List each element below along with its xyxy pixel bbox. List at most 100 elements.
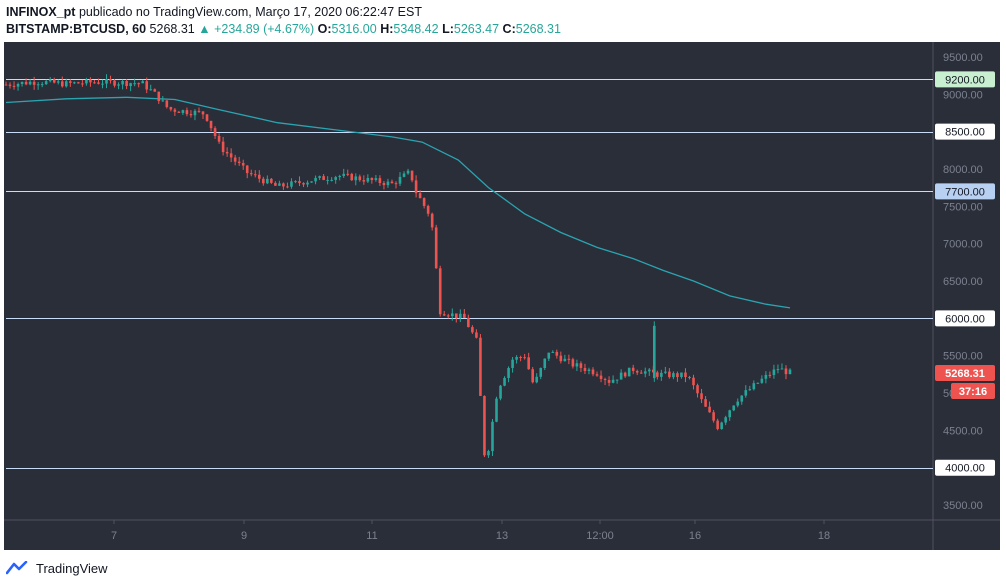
candle-body bbox=[450, 313, 454, 317]
candle-body bbox=[611, 379, 615, 383]
tradingview-logo-icon bbox=[6, 561, 28, 575]
candle-body bbox=[326, 179, 329, 181]
candle-body bbox=[362, 180, 366, 182]
time-tick-label: 13 bbox=[496, 530, 508, 542]
high-value: 5348.42 bbox=[393, 22, 439, 36]
candle-body bbox=[286, 186, 289, 188]
candle-body bbox=[692, 377, 695, 386]
candle-body bbox=[467, 317, 470, 328]
close-value: 5268.31 bbox=[515, 22, 561, 36]
candle-body bbox=[129, 83, 132, 87]
candle-body bbox=[278, 183, 281, 186]
candle-body bbox=[664, 371, 667, 373]
last-price-label: 5268.31 bbox=[945, 368, 985, 380]
candle-body bbox=[16, 83, 20, 87]
candle-body bbox=[704, 399, 707, 407]
candle-body bbox=[282, 183, 285, 187]
time-tick-label: 18 bbox=[818, 530, 830, 542]
candle-body bbox=[105, 79, 108, 84]
candle-body bbox=[117, 84, 120, 86]
candle-body bbox=[653, 325, 656, 379]
candle-body bbox=[217, 136, 221, 142]
level-label: 6000.00 bbox=[945, 313, 985, 325]
candle-body bbox=[519, 357, 522, 359]
candle-body bbox=[571, 359, 575, 367]
candle-body bbox=[732, 405, 736, 411]
candle-body bbox=[394, 183, 398, 185]
candle-body bbox=[438, 268, 442, 315]
candle-body bbox=[56, 81, 60, 83]
candle-body bbox=[619, 372, 623, 380]
candle-body bbox=[157, 91, 161, 102]
candle-body bbox=[69, 81, 72, 83]
candle-body bbox=[414, 180, 418, 194]
candle-body bbox=[495, 398, 498, 422]
publisher-line: INFINOX_pt publicado no TradingView.com,… bbox=[6, 4, 996, 21]
candle-body bbox=[776, 369, 780, 371]
candle-body bbox=[660, 372, 663, 377]
low-value: 5263.47 bbox=[453, 22, 500, 36]
candle-body bbox=[503, 377, 506, 386]
candle-body bbox=[322, 176, 325, 180]
candle-body bbox=[302, 183, 305, 185]
candle-body bbox=[334, 177, 337, 180]
candle-body bbox=[531, 369, 534, 383]
candle-body bbox=[121, 81, 124, 85]
price-tick-label: 9000.00 bbox=[943, 89, 983, 101]
footer: TradingView bbox=[6, 558, 108, 578]
candle-body bbox=[44, 81, 48, 85]
candle-body bbox=[595, 374, 599, 376]
tradingview-brand: TradingView bbox=[36, 560, 108, 576]
candle-body bbox=[93, 82, 96, 84]
candle-body bbox=[185, 110, 189, 115]
candle-body bbox=[213, 128, 217, 137]
price-chart[interactable]: 3500.004000.004500.005000.005500.006000.… bbox=[4, 42, 1000, 550]
candle-body bbox=[137, 83, 140, 85]
candle-body bbox=[539, 367, 543, 377]
candle-body bbox=[249, 173, 253, 175]
candle-body bbox=[483, 395, 486, 456]
price-tick-label: 7500.00 bbox=[943, 201, 983, 213]
candle-body bbox=[784, 368, 788, 375]
candle-body bbox=[491, 421, 494, 452]
candle-body bbox=[563, 358, 567, 362]
candle-body bbox=[623, 372, 627, 377]
candle-body bbox=[479, 337, 482, 396]
candle-body bbox=[507, 367, 510, 378]
candle-body bbox=[499, 385, 502, 399]
candle-body bbox=[720, 422, 723, 430]
candle-body bbox=[716, 420, 719, 430]
candle-body bbox=[125, 81, 128, 87]
time-tick-label: 16 bbox=[689, 530, 701, 542]
candle-body bbox=[193, 110, 197, 116]
candle-body bbox=[133, 83, 136, 85]
open-value: 5316.00 bbox=[331, 22, 377, 36]
candle-body bbox=[60, 81, 64, 87]
candle-body bbox=[354, 176, 358, 181]
candle-body bbox=[390, 181, 394, 184]
candle-body bbox=[153, 89, 157, 92]
candle-body bbox=[73, 82, 76, 84]
candle-body bbox=[358, 176, 362, 181]
candle-body bbox=[607, 380, 611, 383]
candle-body bbox=[161, 100, 165, 102]
candle-body bbox=[225, 152, 229, 154]
candle-body bbox=[28, 81, 32, 85]
candle-body bbox=[189, 114, 193, 116]
price-tick-label: 4500.00 bbox=[943, 425, 983, 437]
price-tick-label: 7000.00 bbox=[943, 239, 983, 251]
price-tick-label: 3500.00 bbox=[943, 500, 983, 512]
candle-body bbox=[772, 369, 776, 376]
candle-body bbox=[8, 84, 12, 86]
candle-body bbox=[318, 176, 321, 178]
level-label-box bbox=[935, 310, 995, 327]
candle-body bbox=[688, 376, 691, 378]
candle-body bbox=[587, 369, 591, 371]
level-label-box bbox=[935, 123, 995, 140]
candle-body bbox=[4, 84, 8, 86]
candle-body bbox=[290, 181, 293, 187]
candle-body bbox=[527, 357, 530, 370]
candle-body bbox=[109, 79, 112, 81]
candle-body bbox=[77, 82, 80, 84]
candle-body bbox=[89, 79, 92, 83]
